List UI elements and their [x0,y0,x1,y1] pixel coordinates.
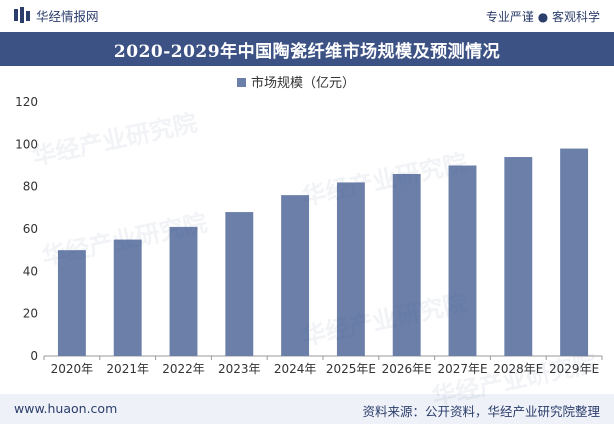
x-tick-label: 2029年E [549,362,599,376]
x-tick-label: 2020年 [51,362,94,376]
bar-2026年E [392,173,421,356]
bar-2028年E [504,157,533,356]
y-tick-label: 40 [23,264,38,278]
bar-2024年 [281,195,310,356]
bar-2025年E [336,182,365,356]
y-tick-label: 60 [23,222,38,236]
slogan: 专业严谨 ● 客观科学 [485,10,600,24]
legend-label: 市场规模（亿元） [251,75,355,91]
title-band: 2020-2029年中国陶瓷纤维市场规模及预测情况 [0,32,614,66]
header-bar: 华经情报网 专业严谨 ● 客观科学 [0,0,614,30]
chart-area: 市场规模（亿元） 0 20 40 60 80 100 120 2020年 2021年 2022年 20… [0,66,614,392]
bar-chart: 市场规模（亿元） 0 20 40 60 80 100 120 2020年 2021年 2022年 20… [15,75,603,376]
logo[interactable]: 华经情报网 [14,6,99,24]
x-tick-label: 2026年E [382,362,432,376]
footer-source: 资料来源：公开资料，华经产业研究院整理 [362,404,600,419]
bar-2021年 [113,239,142,356]
x-tick-label: 2025年E [326,362,376,376]
bar-2020年 [57,250,86,356]
y-tick-label: 0 [30,349,38,363]
footer-site[interactable]: www.huaon.com [14,401,118,416]
x-tick-label: 2024年 [274,362,317,376]
bar-2027年E [448,165,477,356]
x-tick-label: 2021年 [106,362,149,376]
chart-title: 2020-2029年中国陶瓷纤维市场规模及预测情况 [113,41,501,62]
logo-icon [14,7,30,23]
bar-2029年E [560,148,589,356]
footer: www.huaon.com 资料来源：公开资料，华经产业研究院整理 [0,394,614,424]
bar-2023年 [225,212,254,356]
legend-swatch [237,78,246,87]
x-tick-label: 2027年E [437,362,487,376]
y-tick-label: 100 [15,137,38,151]
x-tick-label: 2028年E [493,362,543,376]
y-tick-label: 120 [15,95,38,109]
y-tick-label: 80 [23,180,38,194]
y-tick-label: 20 [23,307,38,321]
x-tick-label: 2022年 [162,362,205,376]
logo-text: 华经情报网 [36,8,99,24]
bar-2022年 [169,226,198,356]
x-tick-label: 2023年 [218,362,261,376]
